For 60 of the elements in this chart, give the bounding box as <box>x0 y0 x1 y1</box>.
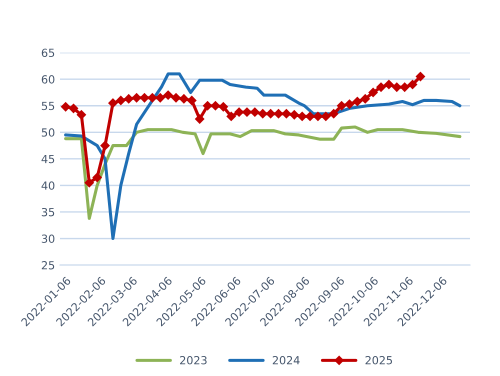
point <box>384 80 394 90</box>
y-tick-label: 55 <box>42 102 54 110</box>
point <box>344 100 354 109</box>
point <box>124 94 134 104</box>
point <box>329 109 338 118</box>
point <box>195 114 204 124</box>
point <box>116 96 126 106</box>
point <box>132 93 142 102</box>
y-tick-label: 40 <box>42 181 54 190</box>
y-tick-label: 65 <box>42 48 54 58</box>
point <box>336 101 346 110</box>
point <box>171 93 181 102</box>
point <box>234 108 244 117</box>
point <box>242 108 252 117</box>
point <box>352 96 362 106</box>
y-tick-label: 30 <box>42 234 54 243</box>
legend-label: 2025 <box>366 356 392 364</box>
point <box>100 140 110 150</box>
point <box>392 82 402 92</box>
point <box>305 112 315 121</box>
point <box>226 112 236 121</box>
legend-label: 2023 <box>180 356 207 364</box>
line-series <box>64 125 462 220</box>
point <box>84 178 94 188</box>
point <box>250 108 260 117</box>
point <box>179 94 189 104</box>
point <box>218 102 228 112</box>
point <box>266 109 276 118</box>
line-series <box>64 72 462 240</box>
point <box>258 109 268 118</box>
point <box>164 90 173 100</box>
point <box>400 82 410 92</box>
point <box>68 104 78 114</box>
point <box>76 110 86 120</box>
point <box>148 93 157 102</box>
point <box>298 112 307 121</box>
y-tick-label: 45 <box>42 154 54 164</box>
point <box>108 98 118 108</box>
legend-label: 2024 <box>272 356 300 364</box>
point <box>408 80 418 90</box>
y-tick-label: 25 <box>42 261 54 270</box>
point <box>290 110 299 120</box>
y-tick-label: 50 <box>42 128 54 137</box>
point <box>416 72 426 82</box>
point <box>360 94 370 104</box>
y-tick-label: 60 <box>42 75 54 84</box>
point <box>282 109 292 118</box>
point <box>210 101 220 110</box>
y-tick-label: 35 <box>42 208 54 216</box>
point <box>61 102 70 112</box>
point <box>321 112 330 121</box>
point <box>274 109 284 118</box>
point <box>156 93 165 102</box>
point <box>202 101 212 110</box>
point <box>140 93 150 102</box>
point <box>92 172 102 182</box>
point <box>313 112 323 121</box>
point <box>376 82 386 92</box>
point <box>368 88 378 98</box>
point <box>187 96 196 106</box>
